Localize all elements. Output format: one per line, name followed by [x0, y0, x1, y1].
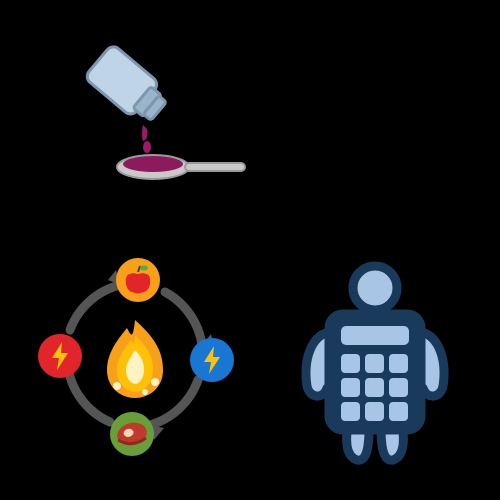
medicine-icon	[75, 45, 255, 205]
calculator-person-icon	[285, 260, 465, 470]
metabolism-cycle-icon	[30, 250, 240, 460]
